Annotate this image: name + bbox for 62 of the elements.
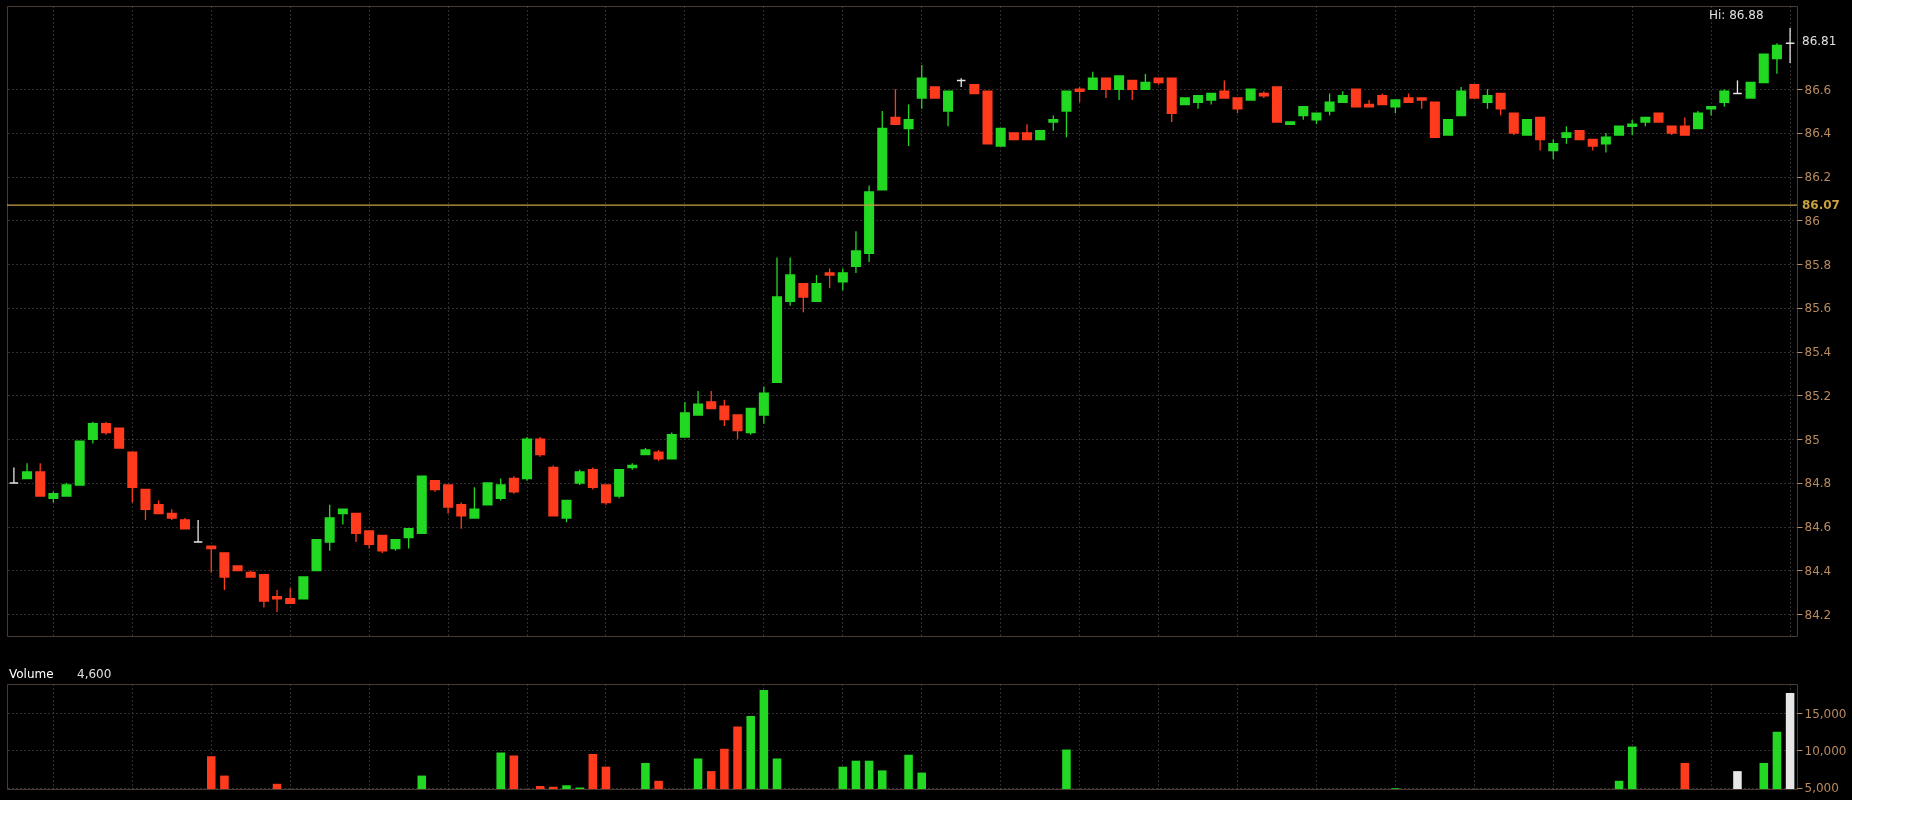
- candlestick: [1771, 42, 1782, 75]
- candlestick: [1495, 92, 1506, 117]
- text: 86.81: [1802, 34, 1837, 48]
- candlestick: [561, 499, 572, 523]
- candlestick: [732, 414, 743, 440]
- candlestick: [758, 385, 769, 425]
- candlestick: [916, 64, 927, 110]
- candlestick: [903, 103, 914, 147]
- y-tick-label: 5,000: [1804, 781, 1839, 796]
- candlestick: [1535, 116, 1546, 152]
- candlestick: [495, 477, 506, 502]
- candlestick: [1548, 138, 1559, 160]
- chart-title: Volume: [9, 667, 54, 681]
- candlestick: [140, 488, 151, 521]
- candlestick: [350, 512, 362, 543]
- y-tick-label: 84.8: [1804, 476, 1832, 491]
- candlestick: [719, 399, 730, 427]
- y-tick-label: 85.6: [1804, 301, 1832, 316]
- candlestick: [535, 436, 546, 458]
- y-tick-label: 86.6: [1804, 82, 1832, 97]
- y-tick-label: 85.4: [1804, 345, 1832, 360]
- y-tick-label: 86.2: [1804, 170, 1832, 185]
- candlestick: [1508, 112, 1519, 136]
- candlestick: [693, 390, 704, 416]
- y-tick-label: 85: [1804, 432, 1820, 447]
- y-tick-label: 84.4: [1804, 563, 1832, 578]
- candlestick: [1061, 90, 1072, 138]
- candlestick: [600, 484, 611, 506]
- y-tick-label: 85.2: [1804, 388, 1832, 403]
- candlestick: [824, 267, 835, 289]
- y-tick-label: 85.8: [1804, 257, 1832, 272]
- y-tick-label: 86.4: [1804, 126, 1832, 141]
- candlestick: [469, 486, 480, 519]
- candlestick: [1324, 92, 1335, 117]
- candlestick: [798, 283, 809, 313]
- candlestick: [87, 420, 98, 445]
- candlestick: [114, 427, 125, 449]
- candlestick: [482, 482, 493, 506]
- candlestick: [943, 90, 954, 127]
- candlestick: [1600, 132, 1611, 154]
- y-tick-label: 15,000: [1804, 706, 1847, 721]
- y-tick-label: 86: [1804, 213, 1820, 228]
- candlestick: [1482, 88, 1493, 110]
- candlestick: [837, 267, 848, 292]
- candlestick: [1127, 79, 1138, 101]
- candlestick: [1100, 77, 1111, 99]
- candlestick: [811, 274, 822, 303]
- candlestick: [272, 589, 283, 613]
- candlestick: [443, 484, 454, 515]
- candlestick: [850, 230, 861, 274]
- candlestick: [298, 576, 309, 600]
- y-tick-label: 84.6: [1804, 520, 1832, 535]
- candlestick: [456, 501, 467, 530]
- candlestick: [587, 466, 598, 491]
- y-tick-label: 84.2: [1804, 607, 1832, 622]
- annotation: Hi: 86.88: [1709, 8, 1764, 22]
- candlestick: [1114, 75, 1125, 101]
- candlestick: [890, 88, 901, 125]
- y-tick-label: 10,000: [1804, 743, 1847, 758]
- ref-line-label: 86.07: [1802, 198, 1840, 213]
- candlestick: [403, 528, 414, 550]
- text: 4,600: [77, 667, 112, 681]
